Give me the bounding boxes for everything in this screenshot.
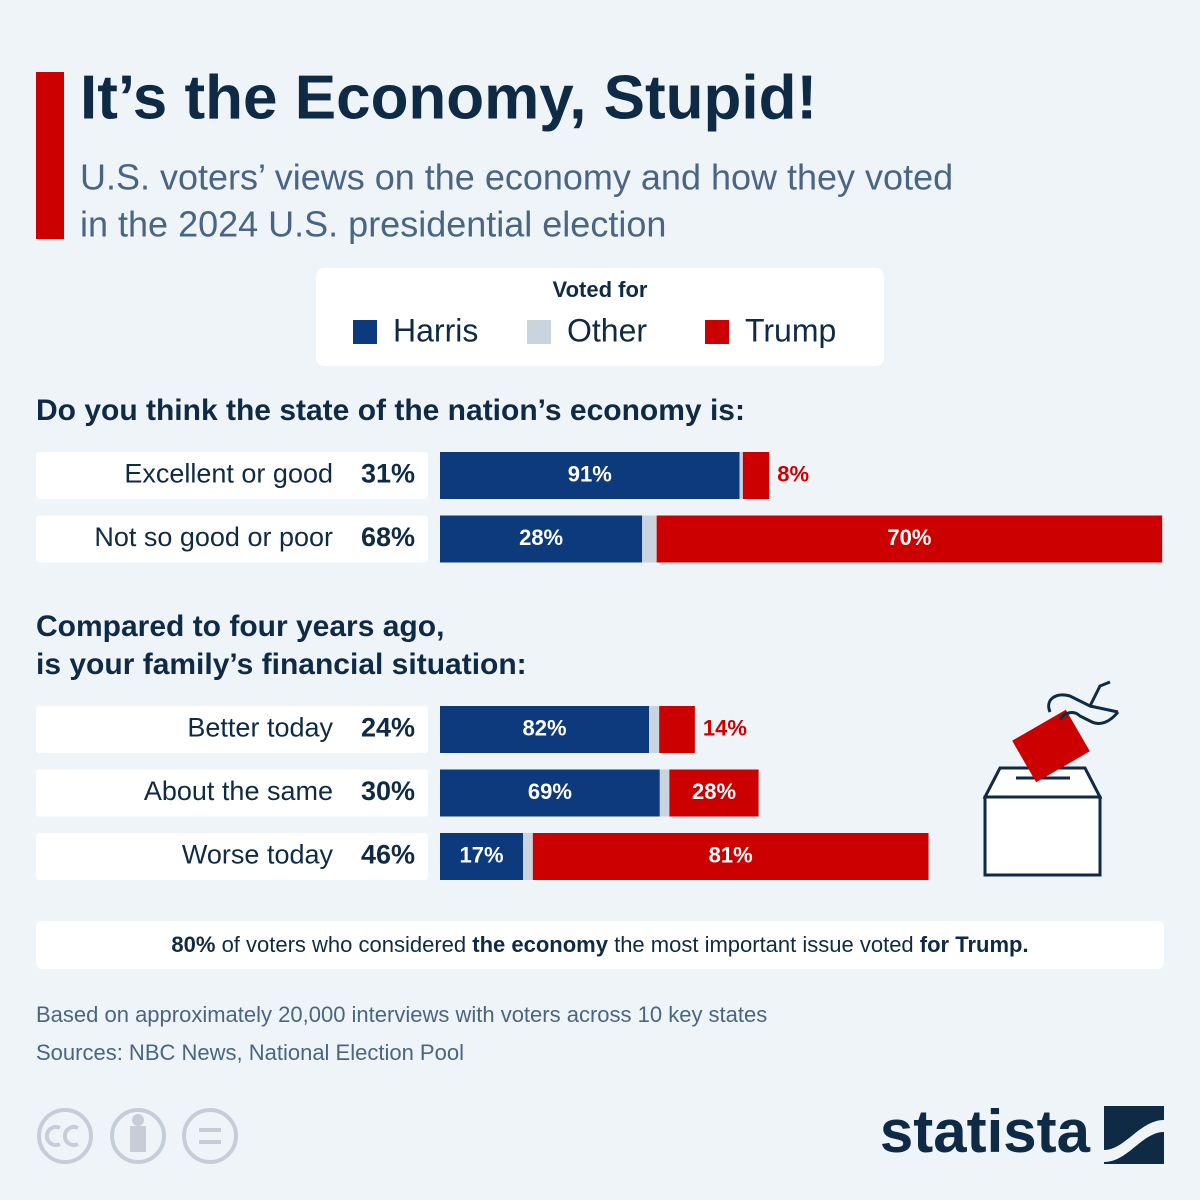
note-box <box>36 921 1164 969</box>
bar-segment <box>656 515 1163 563</box>
question: is your family’s financial situation: <box>36 648 527 681</box>
category-label: Worse today <box>182 840 334 870</box>
legend-swatch <box>705 320 729 344</box>
bar-segment <box>523 833 533 880</box>
subtitle: U.S. voters’ views on the economy and ho… <box>80 157 953 198</box>
value-label: 8% <box>777 461 809 486</box>
note-segment: the most important issue voted <box>608 932 920 957</box>
row-label-box <box>36 833 428 880</box>
bar-segment <box>440 452 740 499</box>
note-segment: 80% <box>171 932 215 957</box>
legend-swatch <box>353 320 377 344</box>
category-label: Better today <box>187 713 333 743</box>
title: It’s the Economy, Stupid! <box>80 63 817 132</box>
row-label-box <box>36 706 428 753</box>
charts: Do you think the state of the nation’s e… <box>36 394 1163 880</box>
brand-logo <box>1104 1106 1164 1164</box>
bar-segment <box>659 769 670 817</box>
legend-swatch <box>527 320 551 344</box>
subtitle: in the 2024 U.S. presidential election <box>80 204 666 245</box>
legend-label: Trump <box>745 312 836 348</box>
row-label-box <box>36 769 428 817</box>
bar-segment <box>739 452 743 499</box>
bar-segment <box>649 706 660 753</box>
ballot-icon <box>982 680 1120 877</box>
bar-segment <box>532 833 929 880</box>
legend-label: Other <box>567 312 647 348</box>
note-segment: for Trump. <box>920 932 1029 957</box>
value-label: 17% <box>460 842 504 867</box>
share-label: 46% <box>361 840 415 870</box>
note: 80% of voters who considered the economy… <box>171 932 1028 957</box>
category-label: Excellent or good <box>124 459 333 489</box>
bar-segment <box>669 769 759 817</box>
brand: statista <box>880 1098 1091 1165</box>
value-label: 70% <box>887 525 931 550</box>
license-icons <box>37 1108 238 1164</box>
legend-title: Voted for <box>553 277 648 302</box>
footnote: Based on approximately 20,000 interviews… <box>36 1002 767 1027</box>
bar-segment <box>440 515 643 563</box>
note-segment: of voters who considered <box>215 932 472 957</box>
value-label: 91% <box>568 461 612 486</box>
share-label: 24% <box>361 713 415 743</box>
question: Do you think the state of the nation’s e… <box>36 394 745 427</box>
bar-segment <box>440 833 524 880</box>
note-segment: the economy <box>472 932 608 957</box>
bar-segment <box>659 706 695 753</box>
value-label: 28% <box>519 525 563 550</box>
row-label-box <box>36 452 428 499</box>
bar-segment <box>440 706 650 753</box>
question: Compared to four years ago, <box>36 610 444 643</box>
footnote: Sources: NBC News, National Election Poo… <box>36 1040 464 1065</box>
bar-segment <box>642 515 657 563</box>
category-label: About the same <box>144 776 333 806</box>
value-label: 14% <box>703 715 747 740</box>
category-label: Not so good or poor <box>94 522 333 552</box>
share-label: 30% <box>361 776 415 806</box>
accent-bar <box>36 72 64 239</box>
value-label: 28% <box>692 779 736 804</box>
value-label: 82% <box>522 715 566 740</box>
legend-box <box>316 268 884 366</box>
bar-segment <box>440 769 660 817</box>
value-label: 69% <box>528 779 572 804</box>
share-label: 31% <box>361 459 415 489</box>
legend-label: Harris <box>393 312 478 348</box>
row-label-box <box>36 515 428 563</box>
value-label: 81% <box>709 842 753 867</box>
share-label: 68% <box>361 522 415 552</box>
bar-segment <box>742 452 770 499</box>
legend: Harris Other Trump <box>353 312 836 348</box>
